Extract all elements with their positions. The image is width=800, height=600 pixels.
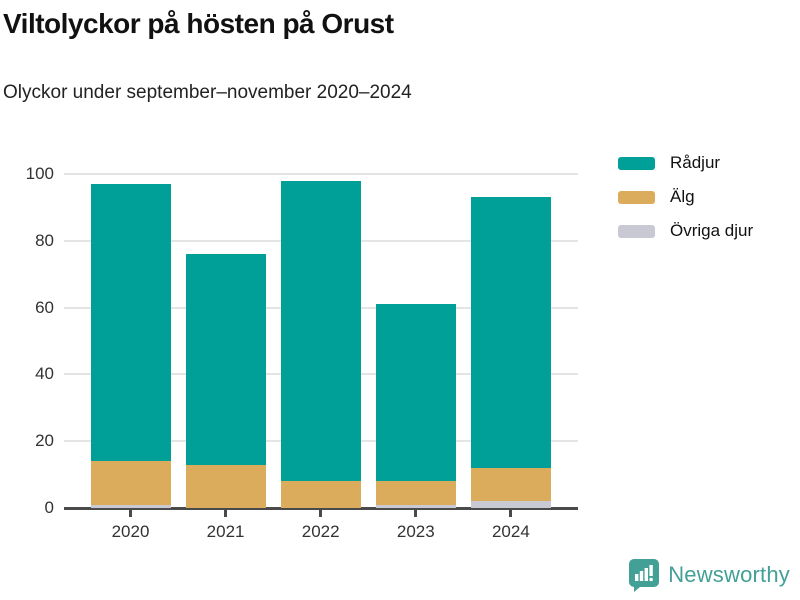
y-tick-label-80: 80 [35,230,54,250]
bar-2024-övriga-djur [470,501,551,508]
bar-2020-älg [90,461,171,505]
x-tick-label-2022: 2022 [301,522,340,541]
legend-item-rådjur: Rådjur [618,152,753,174]
x-tick-2022 [319,510,323,517]
x-tick-2024 [509,510,513,517]
x-tick-2020 [129,510,132,517]
bar-2023-älg [375,481,456,505]
legend-swatch-icon [618,224,655,238]
x-tick-label-2023: 2023 [396,522,435,541]
gridline-y100 [64,173,578,175]
x-tick-label-2021: 2021 [206,522,245,541]
x-tick-label-2024: 2024 [491,522,530,541]
y-tick-label-20: 20 [35,431,54,451]
x-tick-2021 [224,510,228,517]
brand-name: Newsworthy [668,562,790,587]
y-tick-label-100: 100 [25,164,54,183]
bar-2022-rådjur [280,180,361,482]
legend-label: Rådjur [670,153,721,172]
bar-2024-rådjur [470,197,551,468]
x-tick-2023 [414,510,418,517]
legend-item-älg: Älg [618,186,753,208]
y-tick-label-60: 60 [35,297,54,317]
bar-2021-älg [185,464,266,508]
chart-subtitle: Olyckor under september–november 2020–20… [3,82,412,103]
legend-item-övriga-djur: Övriga djur [618,220,753,242]
bar-2024-älg [470,467,551,502]
bar-2022-älg [280,481,361,508]
legend-swatch-icon [618,190,655,204]
y-tick-label-0: 0 [44,498,54,517]
x-tick-label-2020: 2020 [111,522,150,541]
y-tick-label-40: 40 [35,364,54,384]
legend-label: Övriga djur [670,221,754,240]
chart-title: Viltolyckor på hösten på Orust [3,8,394,39]
legend: Rådjur Älg Övriga djur [618,152,753,254]
newsworthy-logo[interactable]: Newsworthy [628,558,790,592]
plot-area [64,173,578,517]
bar-2020-rådjur [90,184,171,462]
legend-swatch-icon [618,156,655,170]
bar-2023-övriga-djur [375,504,456,508]
bar-2021-rådjur [185,254,266,465]
bar-chart-speech-bubble-icon [629,559,660,592]
bar-2023-rådjur [375,304,456,482]
legend-label: Älg [670,187,695,206]
x-axis-line [64,507,578,510]
bar-2020-övriga-djur [90,504,171,508]
